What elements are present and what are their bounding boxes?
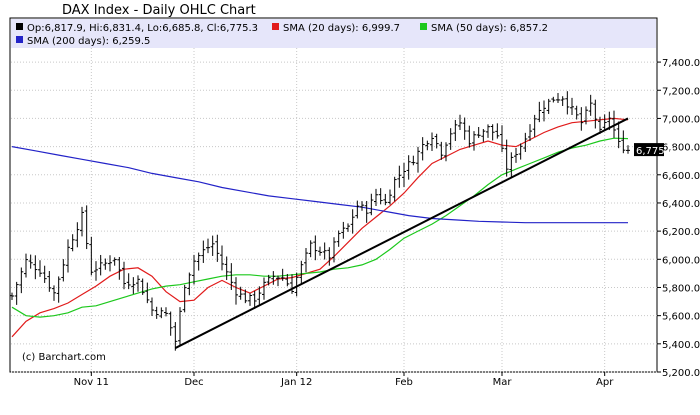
y-tick-label: 6,600.0	[662, 171, 700, 182]
y-tick-label: 5,400.0	[662, 340, 700, 351]
legend-swatch	[16, 23, 23, 30]
x-axis: Nov 11 Dec Jan 12 Feb Mar Apr	[74, 372, 614, 388]
legend-entry: SMA (200 days): 6,259.5	[27, 36, 150, 47]
last-close-label: 6,775.3	[634, 143, 674, 157]
y-tick-label: 6,000.0	[662, 255, 700, 266]
x-tick-label: Mar	[493, 377, 513, 388]
trendline	[174, 117, 629, 349]
chart-title: DAX Index - Daily OHLC Chart	[62, 3, 256, 18]
x-tick-label: Apr	[596, 377, 614, 388]
y-tick-label: 5,200.0	[662, 368, 700, 379]
legend: Op:6,817.9, Hi:6,831.4, Lo:6,685.8, Cl:6…	[16, 23, 548, 47]
legend-swatch	[272, 23, 279, 30]
last-close-box	[634, 143, 664, 157]
legend-band	[11, 19, 656, 48]
legend-swatch	[420, 23, 427, 30]
y-tick-label: 7,400.0	[662, 58, 700, 69]
plot-frame	[9, 17, 658, 373]
grid	[11, 48, 657, 373]
x-tick-label: Jan 12	[280, 377, 312, 388]
y-tick-label: 6,800.0	[662, 143, 700, 154]
y-tick-label: 6,200.0	[662, 227, 700, 238]
legend-entry: SMA (20 days): 6,999.7	[283, 23, 400, 34]
watermark: (c) Barchart.com	[22, 352, 106, 363]
series-line	[11, 137, 629, 318]
legend-entry: Op:6,817.9, Hi:6,831.4, Lo:6,685.8, Cl:6…	[27, 23, 258, 34]
y-tick-label: 6,400.0	[662, 199, 700, 210]
y-tick-label: 5,800.0	[662, 283, 700, 294]
legend-entry: SMA (50 days): 6,857.2	[431, 23, 548, 34]
y-tick-label: 7,200.0	[662, 86, 700, 97]
series-line	[11, 146, 628, 224]
y-tick-label: 5,600.0	[662, 312, 700, 323]
y-tick-label: 7,000.0	[662, 114, 700, 125]
x-tick-label: Feb	[395, 377, 413, 388]
last-close-value: 6,775.3	[636, 146, 674, 157]
legend-swatch	[16, 36, 23, 43]
x-tick-label: Nov 11	[74, 377, 109, 388]
y-axis: 5,200.0 5,400.0 5,600.0 5,800.0 6,000.0 6,200…	[657, 58, 700, 379]
x-tick-label: Dec	[184, 377, 203, 388]
ohlc-bars	[10, 91, 630, 351]
